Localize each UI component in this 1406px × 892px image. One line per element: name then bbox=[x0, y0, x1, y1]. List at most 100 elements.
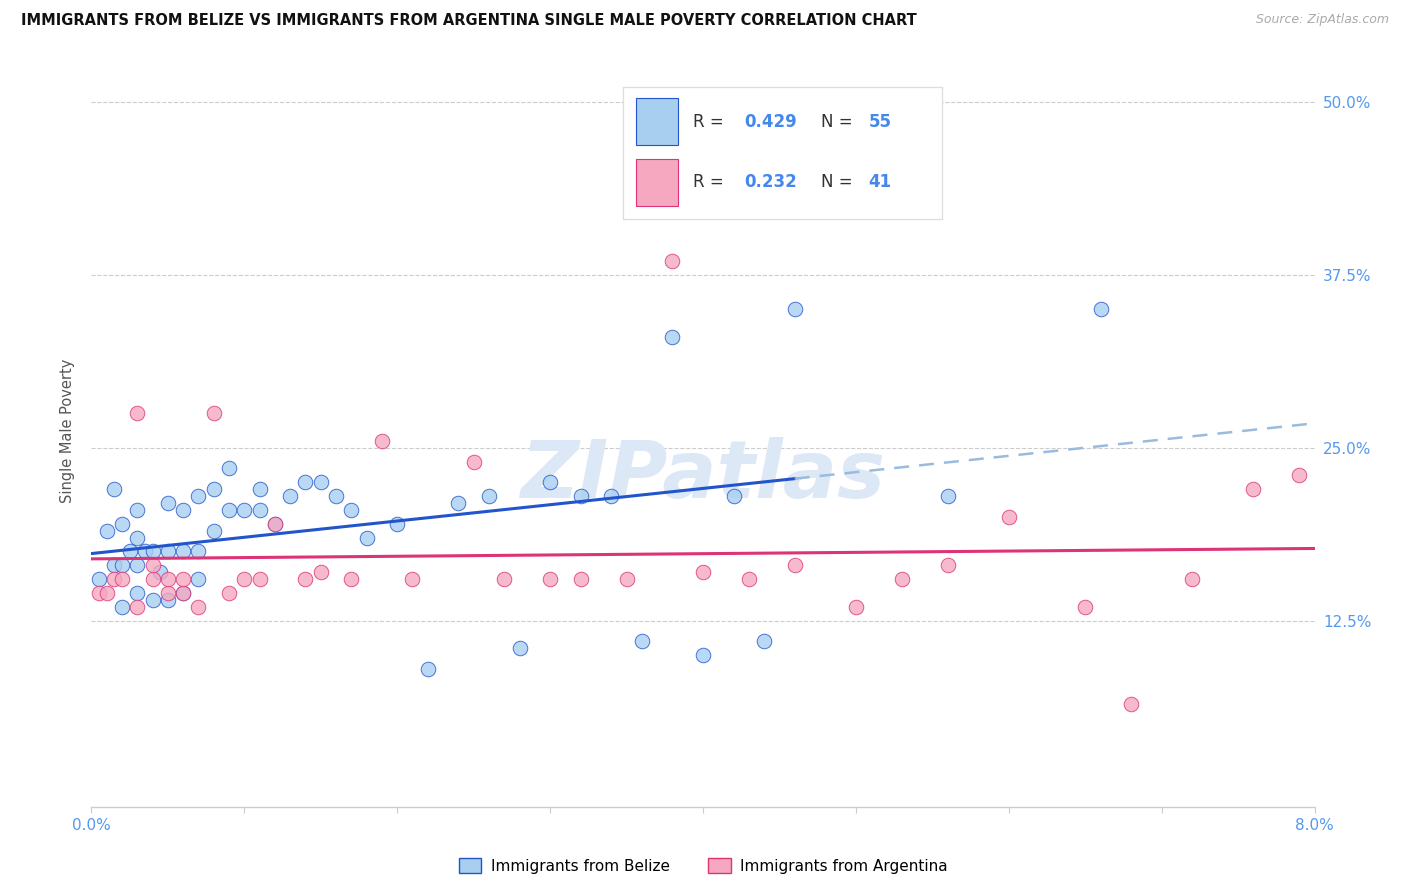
Point bbox=[218, 586, 240, 600]
Point bbox=[630, 634, 652, 648]
Point bbox=[156, 544, 179, 558]
Point bbox=[294, 572, 316, 586]
Point bbox=[936, 489, 959, 503]
Point bbox=[463, 454, 485, 468]
Point bbox=[202, 406, 225, 420]
Point bbox=[509, 641, 531, 656]
Point bbox=[661, 254, 683, 268]
Point bbox=[998, 509, 1021, 524]
Point bbox=[325, 489, 347, 503]
Point bbox=[111, 516, 134, 531]
Point bbox=[172, 503, 194, 517]
Point bbox=[538, 475, 561, 490]
Point bbox=[416, 662, 439, 676]
Point bbox=[616, 572, 638, 586]
Point bbox=[141, 572, 163, 586]
Point bbox=[1181, 572, 1204, 586]
Point bbox=[661, 330, 683, 344]
Point bbox=[569, 572, 592, 586]
Point bbox=[127, 599, 149, 614]
Point bbox=[401, 572, 423, 586]
Text: IMMIGRANTS FROM BELIZE VS IMMIGRANTS FROM ARGENTINA SINGLE MALE POVERTY CORRELAT: IMMIGRANTS FROM BELIZE VS IMMIGRANTS FRO… bbox=[21, 13, 917, 29]
Point bbox=[87, 586, 110, 600]
Point bbox=[127, 586, 149, 600]
Point bbox=[172, 572, 194, 586]
Point bbox=[96, 524, 118, 538]
Point bbox=[1074, 599, 1097, 614]
Point bbox=[478, 489, 501, 503]
Point bbox=[692, 565, 714, 579]
Point bbox=[103, 558, 125, 573]
Point bbox=[1090, 302, 1112, 317]
Point bbox=[385, 516, 409, 531]
Point bbox=[187, 572, 209, 586]
Point bbox=[447, 496, 470, 510]
Point bbox=[118, 544, 141, 558]
Point bbox=[309, 475, 332, 490]
Point bbox=[1121, 697, 1143, 711]
Point bbox=[127, 406, 149, 420]
Legend: Immigrants from Belize, Immigrants from Argentina: Immigrants from Belize, Immigrants from … bbox=[453, 852, 953, 880]
Point bbox=[134, 544, 156, 558]
Point bbox=[96, 586, 118, 600]
Point bbox=[202, 482, 225, 496]
Point bbox=[738, 572, 761, 586]
Point bbox=[202, 524, 225, 538]
Point bbox=[249, 482, 271, 496]
Point bbox=[692, 648, 714, 662]
Point bbox=[356, 531, 378, 545]
Point bbox=[309, 565, 332, 579]
Point bbox=[187, 599, 209, 614]
Point bbox=[141, 592, 163, 607]
Point bbox=[218, 461, 240, 475]
Point bbox=[600, 489, 623, 503]
Point bbox=[264, 516, 287, 531]
Point bbox=[172, 544, 194, 558]
Point bbox=[111, 599, 134, 614]
Point bbox=[156, 586, 179, 600]
Point bbox=[218, 503, 240, 517]
Point bbox=[187, 544, 209, 558]
Y-axis label: Single Male Poverty: Single Male Poverty bbox=[60, 359, 76, 502]
Point bbox=[127, 531, 149, 545]
Text: Source: ZipAtlas.com: Source: ZipAtlas.com bbox=[1256, 13, 1389, 27]
Point bbox=[723, 489, 745, 503]
Point bbox=[890, 572, 912, 586]
Point bbox=[783, 302, 806, 317]
Point bbox=[371, 434, 394, 448]
Point bbox=[249, 503, 271, 517]
Point bbox=[141, 544, 163, 558]
Point bbox=[1243, 482, 1265, 496]
Point bbox=[187, 489, 209, 503]
Point bbox=[172, 586, 194, 600]
Point bbox=[494, 572, 516, 586]
Point bbox=[127, 503, 149, 517]
Point bbox=[1288, 468, 1310, 483]
Point bbox=[264, 516, 287, 531]
Point bbox=[156, 496, 179, 510]
Point bbox=[233, 572, 256, 586]
Point bbox=[278, 489, 301, 503]
Point bbox=[103, 572, 125, 586]
Point bbox=[936, 558, 959, 573]
Point bbox=[538, 572, 561, 586]
Point bbox=[845, 599, 868, 614]
Point bbox=[156, 592, 179, 607]
Point bbox=[172, 586, 194, 600]
Point bbox=[340, 572, 363, 586]
Point bbox=[111, 558, 134, 573]
Point bbox=[783, 558, 806, 573]
Point bbox=[233, 503, 256, 517]
Point bbox=[294, 475, 316, 490]
Point bbox=[340, 503, 363, 517]
Point bbox=[141, 558, 163, 573]
Point bbox=[87, 572, 110, 586]
Point bbox=[569, 489, 592, 503]
Text: ZIPatlas: ZIPatlas bbox=[520, 436, 886, 515]
Point bbox=[754, 634, 776, 648]
Point bbox=[103, 482, 125, 496]
Point bbox=[127, 558, 149, 573]
Point bbox=[156, 572, 179, 586]
Point bbox=[249, 572, 271, 586]
Point bbox=[149, 565, 172, 579]
